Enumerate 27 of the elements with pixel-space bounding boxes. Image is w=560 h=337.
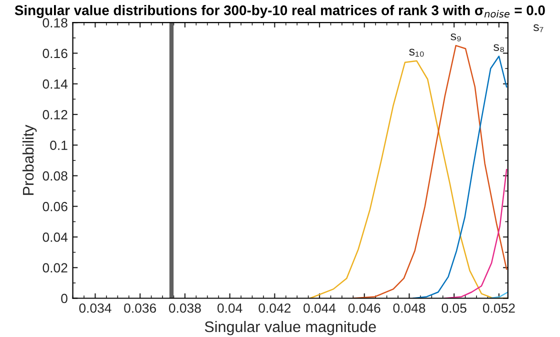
x-tick-label: 0.034 [79,303,112,313]
annotation: s₈ [494,44,504,52]
x-tick-label: 0.044 [304,303,336,313]
text: s₇ [533,24,544,32]
x-tick-label: 0.036 [124,303,156,313]
x-tick-label: 0.052 [482,303,515,313]
y-axis-title: Probability [22,124,37,195]
y-tick-label: 0.06 [42,202,68,212]
x-tick-label: 0.046 [348,303,380,313]
y-tick-label: 0.12 [42,110,68,120]
x-tick-label: 0.038 [168,303,201,313]
annotation: s₁₀ [409,48,424,57]
y-tick-label: 0.02 [42,263,68,273]
x-tick-label: 0.05 [442,303,466,313]
y-tick-label: 0.08 [42,171,68,181]
y-tick-label: 0.1 [50,140,68,150]
y-tick-label: 0.14 [42,79,68,89]
y-tick-label: 0 [61,294,68,304]
x-tick-label: 0.048 [393,303,426,313]
x-tick-label: 0.04 [217,303,242,313]
y-tick-label: 0.16 [42,48,68,58]
y-tick-label: 0.04 [42,232,68,242]
y-tick-label: 0.18 [42,18,68,28]
chart-title: Singular value distributions for 300-by-10 real matrices of rank 3 with σ$_{noise}$ = 0.0 [14,5,545,18]
x-tick-label: 0.042 [258,303,291,313]
annotation: s₉ [450,33,461,42]
x-axis-title: Singular value magnitude [204,320,376,336]
